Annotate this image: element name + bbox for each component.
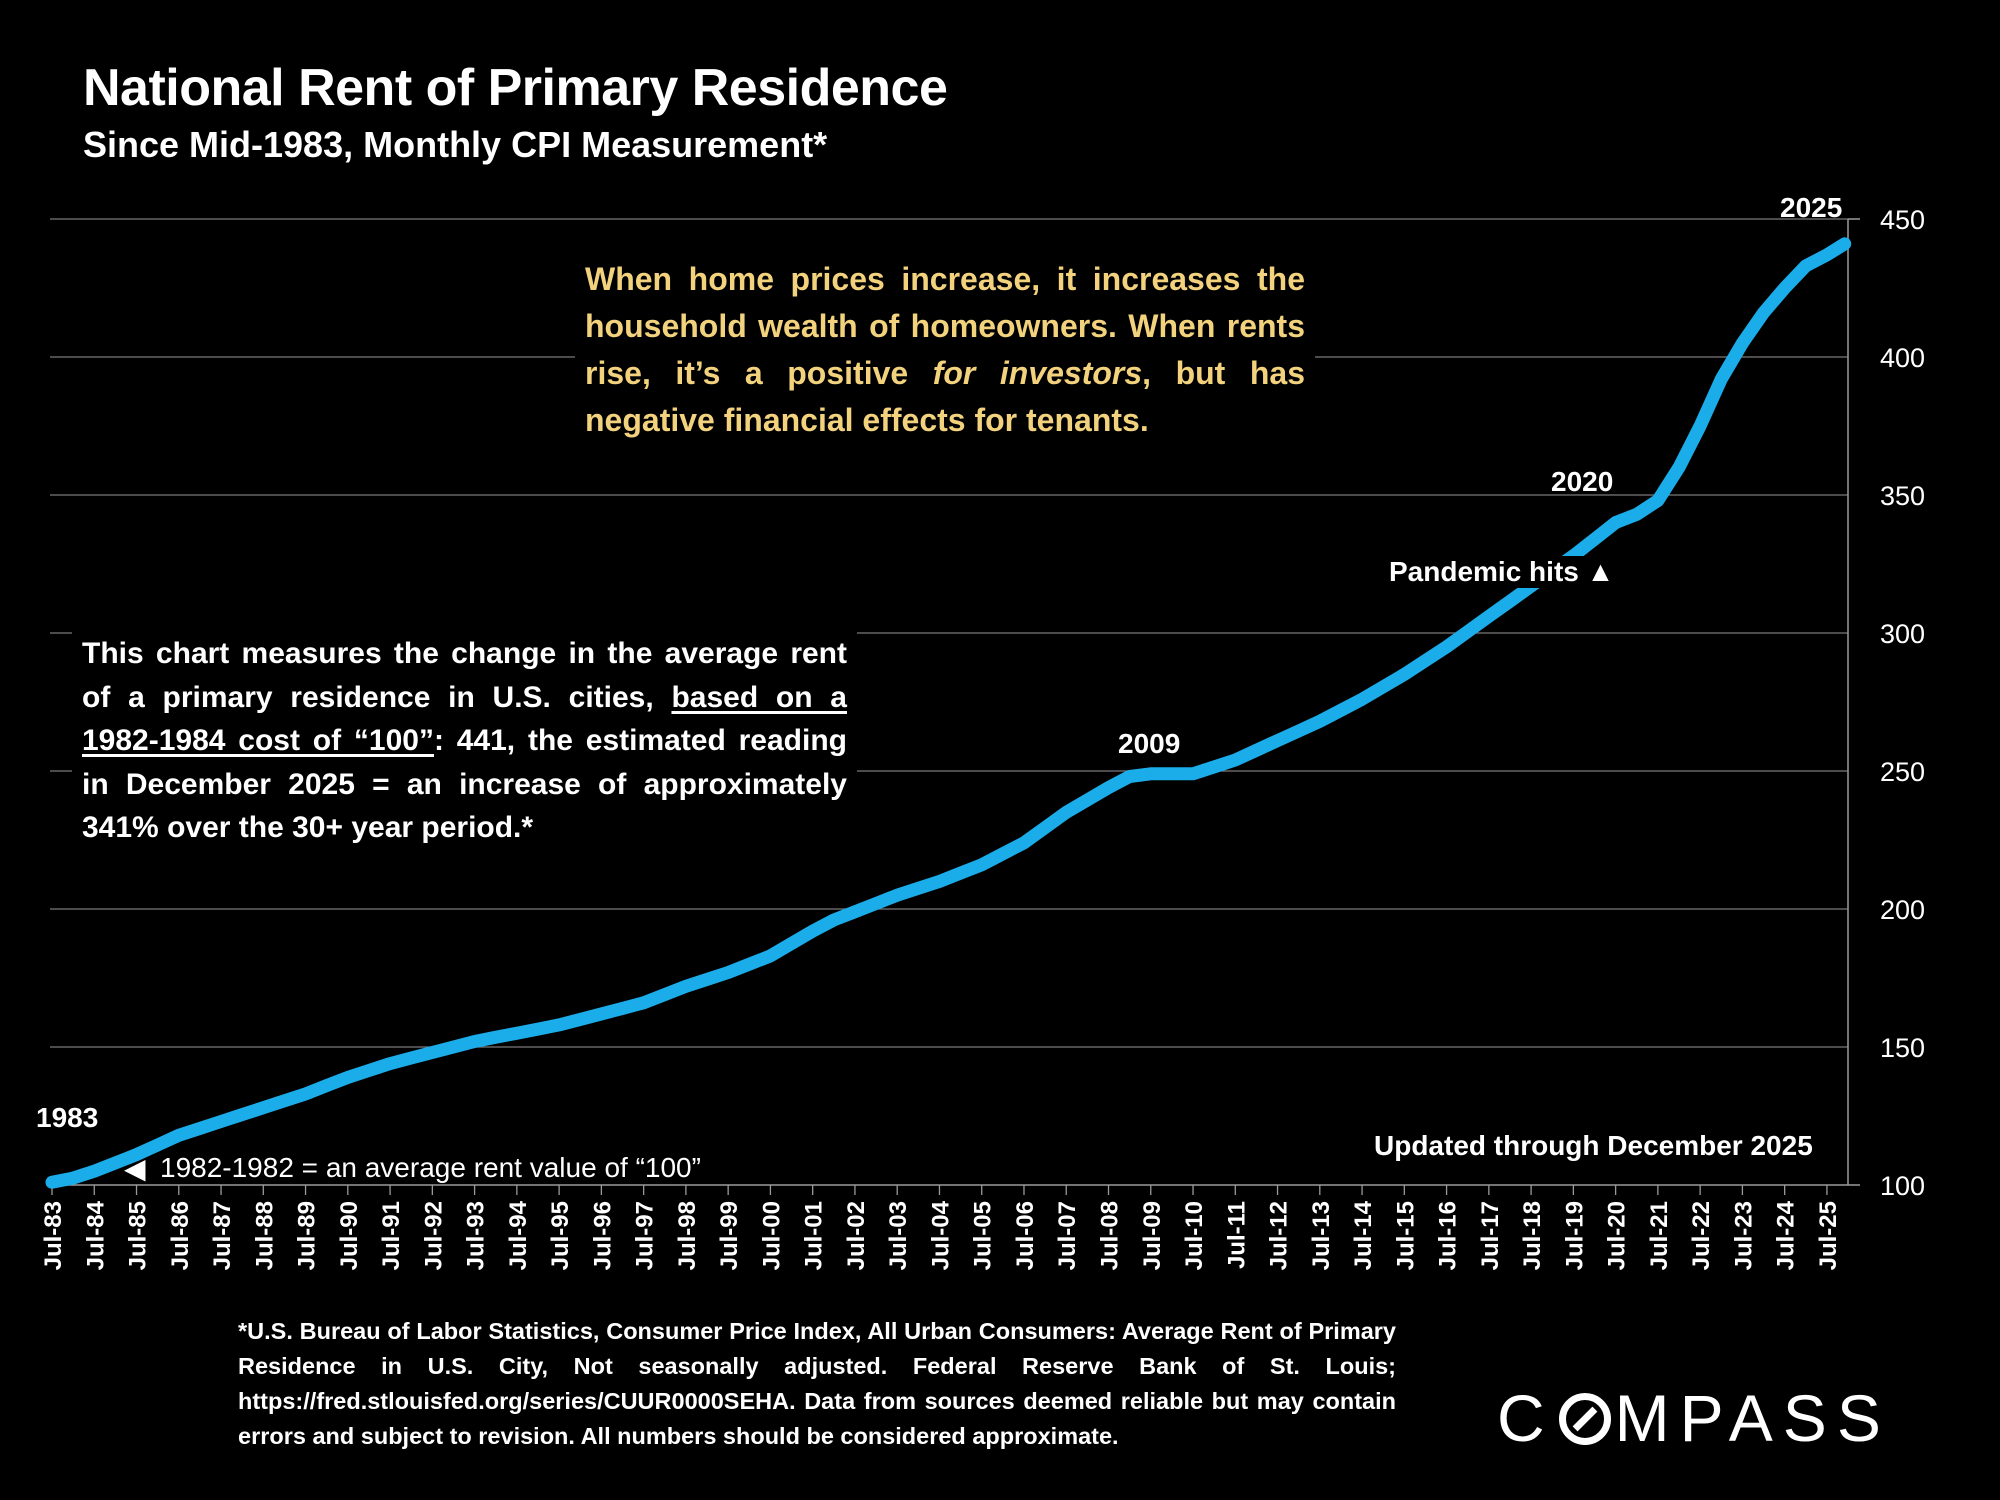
x-tick-label: Jul-97: [632, 1201, 659, 1270]
x-tick-label: Jul-91: [378, 1201, 405, 1270]
x-axis: Jul-83 Jul-84 Jul-85 Jul-86 Jul-87 Jul-88 Jul-…: [40, 1184, 1860, 1270]
x-tick-label: Jul-25: [1815, 1201, 1842, 1270]
x-tick-label: Jul-12: [1266, 1201, 1293, 1270]
x-tick-label: Jul-20: [1604, 1201, 1631, 1270]
x-tick-label: Jul-02: [843, 1201, 870, 1270]
x-tick-label: Jul-16: [1435, 1201, 1462, 1270]
x-tick-label: Jul-89: [294, 1201, 321, 1270]
x-tick-label: Jul-04: [927, 1200, 954, 1270]
y-tick-label: 150: [1880, 1033, 1925, 1063]
source-footnote: *U.S. Bureau of Labor Statistics, Consum…: [238, 1318, 1396, 1449]
investor-commentary-box: When home prices increase, it increases …: [575, 252, 1315, 448]
x-tick-label: Jul-24: [1773, 1200, 1800, 1270]
y-axis: 100 150 200 250 300 350 400 450: [1847, 205, 1925, 1201]
annotation-2009: 2009: [1118, 728, 1181, 760]
x-tick-label: Jul-14: [1350, 1200, 1377, 1270]
updated-note: Updated through December 2025: [1368, 1130, 1819, 1162]
y-tick-label: 300: [1880, 619, 1925, 649]
x-tick-label: Jul-13: [1308, 1201, 1335, 1270]
x-tick-label: Jul-22: [1688, 1201, 1715, 1270]
x-tick-label: Jul-17: [1477, 1201, 1504, 1270]
x-tick-label: Jul-10: [1181, 1201, 1208, 1270]
x-tick-label: Jul-95: [547, 1201, 574, 1270]
logo-c: C: [1497, 1381, 1555, 1455]
x-tick-label: Jul-85: [125, 1201, 152, 1270]
x-tick-label: Jul-88: [251, 1201, 278, 1270]
y-tick-label: 350: [1880, 481, 1925, 511]
x-tick-label: Jul-05: [970, 1201, 997, 1270]
y-tick-label: 450: [1880, 205, 1925, 235]
x-tick-label: Jul-94: [505, 1200, 532, 1270]
y-tick-label: 100: [1880, 1171, 1925, 1201]
y-tick-label: 400: [1880, 343, 1925, 373]
x-tick-label: Jul-86: [167, 1201, 194, 1270]
compass-logo: C MPASS: [1497, 1380, 1891, 1456]
x-tick-label: Jul-93: [463, 1201, 490, 1270]
x-tick-label: Jul-92: [420, 1201, 447, 1270]
annotation-2025: 2025: [1780, 192, 1843, 223]
x-tick-label: Jul-98: [674, 1201, 701, 1270]
x-tick-label: Jul-83: [40, 1201, 67, 1270]
chart-explanation-box: This chart measures the change in the av…: [72, 630, 857, 852]
x-tick-label: Jul-87: [209, 1201, 236, 1270]
x-tick-label: Jul-01: [801, 1201, 828, 1270]
chart-title: National Rent of Primary Residence: [83, 59, 948, 117]
logo-mpass: MPASS: [1614, 1381, 1891, 1455]
chart-subtitle: Since Mid-1983, Monthly CPI Measurement*: [83, 124, 828, 165]
commentary-text-1: When home prices increase, it increases …: [585, 261, 1305, 391]
x-tick-label: Jul-15: [1392, 1201, 1419, 1270]
compass-o-icon: [1558, 1393, 1611, 1445]
annotation-1983: 1983: [36, 1102, 99, 1134]
explanation-text-1: This chart measures the change in the av…: [82, 637, 847, 714]
x-tick-label: Jul-99: [716, 1201, 743, 1270]
base-value-note: 1982-1982 = an average rent value of “10…: [160, 1152, 701, 1183]
x-tick-label: Jul-00: [758, 1201, 785, 1270]
commentary-text-2: , but has negative financial effects for…: [585, 355, 1306, 438]
x-tick-label: Jul-07: [1054, 1201, 1081, 1270]
y-tick-label: 250: [1880, 757, 1925, 787]
explanation-underlined: based on a 1982-1984 cost of “100”: [82, 680, 847, 758]
x-tick-label: Jul-03: [885, 1201, 912, 1270]
x-tick-label: Jul-23: [1730, 1201, 1757, 1270]
annotation-2020: 2020: [1551, 466, 1614, 497]
pandemic-annotation: Pandemic hits ▲: [1383, 556, 1621, 588]
left-arrow-icon: ◀: [124, 1153, 146, 1184]
x-tick-label: Jul-84: [82, 1200, 109, 1270]
y-tick-label: 200: [1880, 895, 1925, 925]
x-tick-label: Jul-18: [1519, 1201, 1546, 1270]
explanation-text-2: : 441, the estimated reading in December…: [82, 724, 847, 844]
x-tick-label: Jul-96: [589, 1201, 616, 1270]
x-tick-label: Jul-11: [1223, 1201, 1250, 1269]
gridlines: [50, 218, 1848, 1048]
x-tick-label: Jul-90: [336, 1201, 363, 1270]
x-tick-label: Jul-21: [1646, 1201, 1673, 1270]
x-tick-label: Jul-09: [1139, 1201, 1166, 1270]
commentary-emphasis: for investors: [932, 355, 1143, 391]
x-tick-label: Jul-19: [1561, 1201, 1588, 1270]
x-tick-label: Jul-08: [1097, 1201, 1124, 1270]
x-tick-label: Jul-06: [1012, 1201, 1039, 1270]
